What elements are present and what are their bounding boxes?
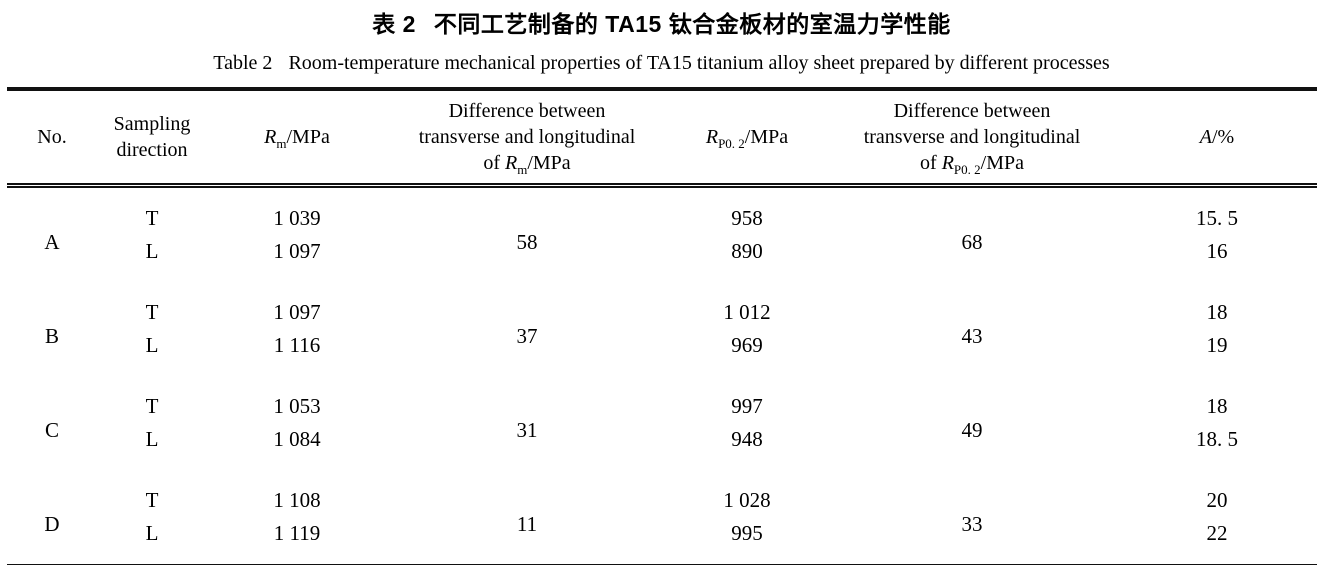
cell-rp02: 995 bbox=[731, 521, 763, 545]
cell-diff-rm: 58 bbox=[516, 229, 538, 254]
cell-elongation: 16 bbox=[1206, 239, 1228, 263]
cell-rm: 1 116 bbox=[273, 333, 321, 357]
rp02-symbol: R bbox=[705, 126, 719, 148]
table-header-row: No. Sampling direction Rm/MPa Difference… bbox=[7, 89, 1317, 188]
col-header-rm: Rm/MPa bbox=[207, 89, 387, 188]
cell-rp02: 1 012 bbox=[723, 300, 771, 324]
cell-rp02: 948 bbox=[731, 427, 763, 451]
cell-direction: L bbox=[145, 333, 159, 357]
cell-no: C bbox=[44, 417, 59, 442]
cell-elongation: 15. 5 bbox=[1196, 206, 1238, 230]
header-line: Difference between bbox=[448, 100, 606, 122]
col-header-sampling-direction: Sampling direction bbox=[97, 89, 207, 188]
rm-unit: /MPa bbox=[286, 126, 330, 148]
cell-rm: 1 097 bbox=[273, 239, 321, 263]
cell-direction: T bbox=[145, 488, 159, 512]
cell-diff-rp02: 68 bbox=[961, 229, 983, 254]
properties-table: No. Sampling direction Rm/MPa Difference… bbox=[7, 87, 1317, 565]
table-header: No. Sampling direction Rm/MPa Difference… bbox=[7, 89, 1317, 188]
rm-symbol: R bbox=[504, 152, 518, 174]
table-row: L 1 119 995 22 bbox=[7, 517, 1317, 565]
col-header-elongation: A/% bbox=[1117, 89, 1317, 188]
table-caption-en-text: Room-temperature mechanical properties o… bbox=[288, 52, 1110, 74]
rp02-unit: /MPa bbox=[744, 126, 789, 148]
cell-direction: L bbox=[145, 427, 159, 451]
table-caption-zh-text: 不同工艺制备的 TA15 钛合金板材的室温力学性能 bbox=[433, 11, 951, 37]
cell-diff-rp02: 33 bbox=[961, 511, 983, 536]
of-prefix: of bbox=[920, 152, 942, 174]
cell-elongation: 20 bbox=[1206, 488, 1228, 512]
col-header-rp02: RP0. 2/MPa bbox=[667, 89, 827, 188]
cell-diff-rm: 31 bbox=[516, 417, 538, 442]
cell-diff-rp02: 49 bbox=[961, 417, 983, 442]
elongation-symbol: A bbox=[1199, 126, 1212, 148]
table-row: L 1 116 969 19 bbox=[7, 329, 1317, 376]
cell-elongation: 18 bbox=[1206, 300, 1228, 324]
cell-elongation: 22 bbox=[1206, 521, 1228, 545]
cell-diff-rm: 37 bbox=[516, 323, 538, 348]
rm-symbol: R bbox=[264, 126, 277, 148]
table-caption-en: Table 2 Room-temperature mechanical prope… bbox=[0, 50, 1323, 76]
cell-no: B bbox=[44, 323, 59, 348]
cell-rp02: 997 bbox=[731, 394, 763, 418]
table-row: D T 1 108 11 1 028 33 20 bbox=[7, 470, 1317, 536]
cell-direction: L bbox=[145, 239, 159, 263]
cell-rp02: 958 bbox=[731, 206, 763, 230]
col-header-diff-rm: Difference between transverse and longit… bbox=[387, 89, 667, 188]
cell-rm: 1 039 bbox=[273, 206, 321, 230]
cell-direction: T bbox=[145, 394, 159, 418]
table-body: A T 1 039 58 958 68 15. 5 L 1 097 890 16… bbox=[7, 186, 1317, 565]
table-row: B T 1 097 37 1 012 43 18 bbox=[7, 282, 1317, 348]
rp02-symbol: R bbox=[941, 152, 954, 174]
cell-no: D bbox=[44, 511, 60, 536]
rm-unit: /MPa bbox=[527, 152, 571, 174]
table-row: A T 1 039 58 958 68 15. 5 bbox=[7, 186, 1317, 254]
col-header-diff-rp02: Difference between transverse and longit… bbox=[827, 89, 1117, 188]
of-prefix: of bbox=[483, 152, 505, 174]
header-line: transverse and longitudinal bbox=[863, 126, 1081, 148]
cell-no: A bbox=[44, 229, 60, 254]
cell-rm: 1 053 bbox=[273, 394, 321, 418]
table-caption-en-label: Table 2 bbox=[213, 52, 273, 74]
cell-rp02: 1 028 bbox=[723, 488, 771, 512]
elongation-unit: /% bbox=[1212, 126, 1235, 148]
header-line: of Rm/MPa bbox=[391, 150, 663, 177]
cell-diff-rm: 11 bbox=[516, 511, 538, 536]
cell-diff-rp02: 43 bbox=[961, 323, 983, 348]
cell-elongation: 18 bbox=[1206, 394, 1228, 418]
rp02-subscript: P0. 2 bbox=[953, 162, 981, 177]
table-caption-zh: 表 2 不同工艺制备的 TA15 钛合金板材的室温力学性能 bbox=[0, 8, 1323, 40]
cell-rp02: 890 bbox=[731, 239, 763, 263]
rp02-subscript: P0. 2 bbox=[718, 136, 745, 151]
table-caption-zh-label: 表 2 bbox=[372, 11, 416, 37]
rm-subscript: m bbox=[517, 162, 528, 177]
cell-rm: 1 084 bbox=[273, 427, 321, 451]
header-line: Difference between bbox=[893, 100, 1051, 122]
table-row: L 1 097 890 16 bbox=[7, 235, 1317, 282]
cell-direction: T bbox=[145, 300, 159, 324]
cell-direction: T bbox=[145, 206, 159, 230]
cell-direction: L bbox=[145, 521, 159, 545]
rp02-unit: /MPa bbox=[980, 152, 1024, 174]
cell-elongation: 18. 5 bbox=[1196, 427, 1238, 451]
cell-rp02: 969 bbox=[731, 333, 763, 357]
cell-rm: 1 108 bbox=[273, 488, 321, 512]
cell-rm: 1 119 bbox=[273, 521, 321, 545]
table-row: L 1 084 948 18. 5 bbox=[7, 423, 1317, 470]
header-line: of RP0. 2/MPa bbox=[831, 150, 1113, 177]
header-line: transverse and longitudinal bbox=[418, 126, 636, 148]
cell-elongation: 19 bbox=[1206, 333, 1228, 357]
col-header-no: No. bbox=[7, 89, 97, 188]
table-row: C T 1 053 31 997 49 18 bbox=[7, 376, 1317, 442]
cell-rm: 1 097 bbox=[273, 300, 321, 324]
rm-subscript: m bbox=[276, 136, 287, 151]
